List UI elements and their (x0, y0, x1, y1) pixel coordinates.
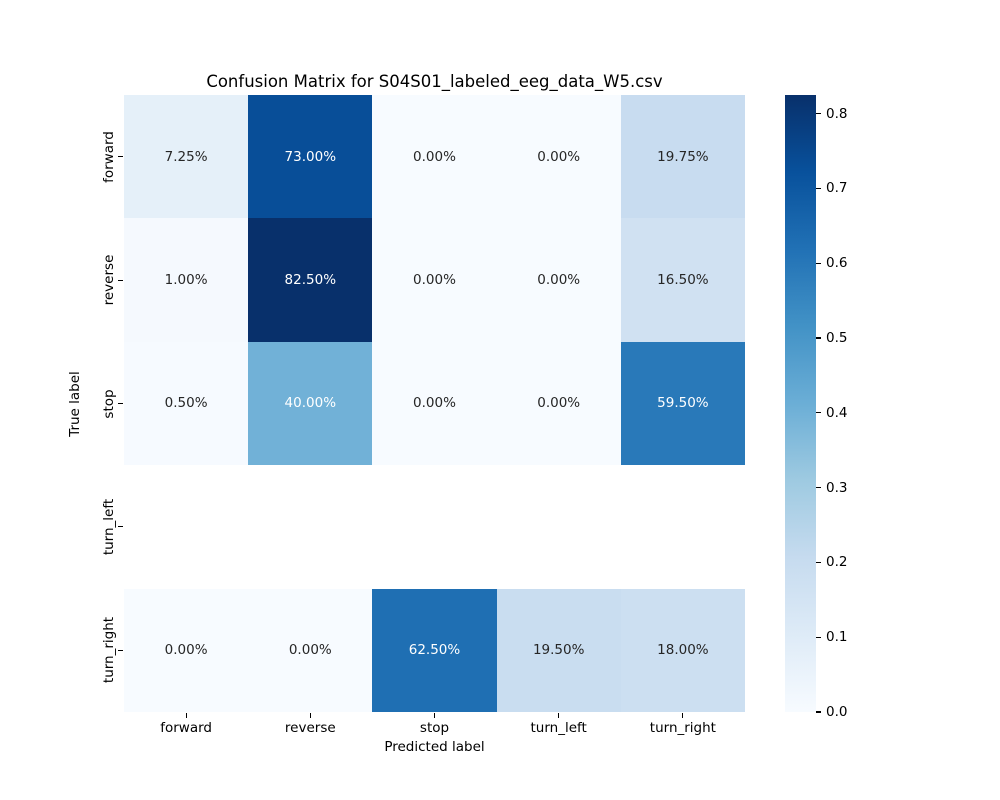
colorbar-tick-label: 0.6 (826, 255, 848, 272)
colorbar-tick-mark (816, 113, 821, 115)
heatmap-cell: 18.00% (620, 588, 745, 712)
x-axis-tick-mark (682, 713, 684, 718)
colorbar-tick-label: 0.2 (826, 554, 848, 571)
colorbar-tick-mark (816, 412, 821, 414)
x-axis-tick-mark (185, 713, 187, 718)
heatmap-cell: 40.00% (248, 341, 373, 466)
y-axis-tick-label: turn_right (101, 617, 117, 684)
colorbar-tick-label: 0.1 (826, 629, 848, 646)
colorbar-tick-label: 0.5 (826, 330, 848, 347)
y-axis-tick-label: forward (101, 130, 117, 183)
heatmap-grid: 7.25% 73.00% 0.00% 0.00% 19.75% 1.00% 82.50% 0.… (124, 95, 745, 712)
y-axis-tick-label: reverse (101, 254, 117, 306)
heatmap-cell: 0.00% (372, 95, 497, 219)
colorbar-tick-mark (816, 187, 821, 190)
heatmap-cell (248, 465, 373, 589)
heatmap-cell: 0.00% (496, 341, 621, 466)
colorbar-tick-label: 0.3 (826, 479, 848, 496)
heatmap-cell: 19.75% (620, 95, 745, 219)
x-axis-tick-label: reverse (284, 720, 336, 736)
x-axis-tick-label: turn_right (649, 720, 716, 736)
heatmap-cell: 73.00% (248, 95, 373, 219)
heatmap-cell: 0.00% (496, 218, 621, 342)
x-axis-tick-label: turn_left (530, 720, 587, 736)
y-axis-tick-mark (118, 649, 123, 651)
heatmap-cell: 62.50% (372, 588, 497, 712)
y-axis-tick-mark (118, 402, 123, 405)
colorbar-tick-label: 0.8 (826, 105, 848, 122)
x-axis-tick-mark (558, 713, 560, 718)
y-axis-title: True label (67, 370, 83, 437)
heatmap-cell: 0.50% (124, 341, 249, 466)
y-axis-tick-mark (118, 279, 123, 281)
colorbar-tick-label: 0.4 (826, 404, 848, 421)
colorbar-tick-mark (816, 262, 821, 264)
colorbar-gradient (785, 95, 816, 712)
colorbar-tick-label: 0.7 (826, 180, 848, 197)
x-axis-tick-mark (433, 713, 436, 718)
heatmap-cell: 0.00% (248, 588, 373, 712)
y-axis-tick-mark (118, 526, 123, 528)
heatmap-cell: 0.00% (124, 588, 249, 712)
colorbar-tick-mark (816, 337, 821, 339)
heatmap-cell: 1.00% (124, 218, 249, 342)
heatmap-cell (124, 465, 249, 589)
colorbar-tick-mark (816, 711, 821, 713)
x-axis-tick-label: forward (160, 720, 212, 736)
chart-title: Confusion Matrix for S04S01_labeled_eeg_… (206, 72, 663, 91)
colorbar-tick-mark (816, 487, 821, 489)
colorbar-tick-mark (816, 561, 821, 563)
colorbar-tick-label: 0.0 (826, 704, 848, 720)
heatmap-cell: 19.50% (496, 588, 621, 712)
heatmap-cell: 59.50% (620, 341, 745, 466)
heatmap-cell: 7.25% (124, 95, 249, 219)
x-axis-title: Predicted label (384, 739, 485, 755)
heatmap-cell: 0.00% (496, 95, 621, 219)
heatmap-cell: 0.00% (372, 218, 497, 342)
heatmap-cell (620, 465, 745, 589)
heatmap-cell: 16.50% (620, 218, 745, 342)
y-axis-tick-mark (118, 156, 123, 158)
y-axis-tick-label: stop (101, 388, 117, 419)
x-axis-tick-label: stop (419, 720, 450, 736)
colorbar-tick-mark (816, 636, 821, 638)
heatmap-cell (496, 465, 621, 589)
heatmap-cell (372, 465, 497, 589)
heatmap-cell: 82.50% (248, 218, 373, 342)
x-axis-tick-mark (309, 713, 311, 718)
y-axis-tick-label: turn_left (101, 498, 117, 556)
heatmap-cell: 0.00% (372, 341, 497, 466)
